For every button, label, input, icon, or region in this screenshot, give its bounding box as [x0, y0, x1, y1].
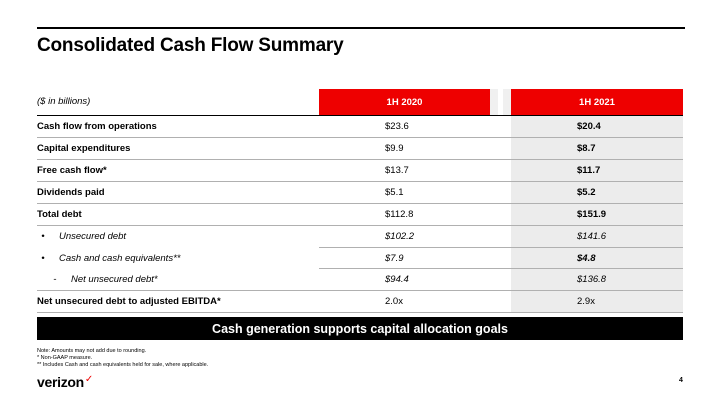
row-label: Capital expenditures	[37, 142, 131, 154]
footnote: ** Includes Cash and cash equivalents he…	[37, 362, 209, 369]
row-label: Cash flow from operations	[37, 120, 157, 132]
value-1h-2020: 2.0x	[385, 295, 403, 307]
value-1h-2021: $20.4	[577, 120, 601, 132]
value-1h-2020: $9.9	[385, 142, 404, 154]
value-1h-2020: $7.9	[385, 252, 404, 264]
row-divider	[37, 137, 683, 138]
row-divider	[37, 290, 683, 291]
bullet-icon: •	[41, 230, 45, 242]
table-row: Net unsecured debt to adjusted EBITDA* 2…	[37, 290, 683, 312]
row-divider	[37, 159, 683, 160]
value-1h-2020: $23.6	[385, 120, 409, 132]
footnote: * Non-GAAP measure.	[37, 355, 93, 362]
row-label: Free cash flow*	[37, 164, 107, 176]
value-1h-2021: $8.7	[577, 142, 596, 154]
footnotes: Note: Amounts may not add due to roundin…	[37, 348, 208, 370]
row-label: Total debt	[37, 208, 82, 220]
table-row: Total debt $112.8 $151.9	[37, 203, 683, 225]
table-row: • Cash and cash equivalents** $7.9 $4.8	[37, 247, 683, 269]
title-rule	[37, 27, 685, 29]
value-1h-2021: 2.9x	[577, 295, 595, 307]
table-row: Free cash flow* $13.7 $11.7	[37, 159, 683, 181]
value-1h-2020: $94.4	[385, 273, 409, 285]
row-label: Unsecured debt	[59, 230, 127, 242]
table-row: Dividends paid $5.1 $5.2	[37, 181, 683, 203]
header-gap	[490, 89, 511, 115]
row-divider	[319, 268, 683, 269]
row-label: Net unsecured debt*	[71, 273, 158, 285]
row-label: Dividends paid	[37, 186, 105, 198]
row-divider	[37, 115, 683, 116]
value-1h-2021: $11.7	[577, 164, 601, 176]
table-row: Capital expenditures $9.9 $8.7	[37, 137, 683, 159]
value-1h-2020: $5.1	[385, 186, 404, 198]
value-1h-2020: $102.2	[385, 230, 415, 242]
row-divider	[37, 225, 683, 226]
row-divider	[319, 247, 683, 248]
footnote: Note: Amounts may not add due to roundin…	[37, 348, 147, 354]
table-row: Cash flow from operations $23.6 $20.4	[37, 115, 683, 137]
value-1h-2021: $136.8	[577, 273, 607, 285]
value-1h-2021: $5.2	[577, 186, 596, 198]
row-divider	[37, 181, 683, 182]
value-1h-2021: $141.6	[577, 230, 607, 242]
column-header-1h-2020: 1H 2020	[319, 89, 490, 115]
units-label: ($ in billions)	[37, 96, 91, 107]
table-row: • Unsecured debt $102.2 $141.6	[37, 225, 683, 247]
summary-banner: Cash generation supports capital allocat…	[37, 317, 683, 340]
value-1h-2020: $13.7	[385, 164, 409, 176]
value-1h-2021: $4.8	[577, 252, 596, 264]
table-row: - Net unsecured debt* $94.4 $136.8	[37, 268, 683, 290]
row-label: Cash and cash equivalents**	[59, 252, 181, 264]
bullet-icon: •	[41, 252, 45, 264]
page-number: 4	[679, 377, 683, 384]
row-divider	[37, 312, 683, 313]
slide-title: Consolidated Cash Flow Summary	[37, 35, 344, 56]
value-1h-2020: $112.8	[385, 208, 414, 220]
checkmark-icon: ✓	[84, 374, 94, 385]
row-divider	[37, 203, 683, 204]
verizon-logo: verizon✓	[37, 374, 94, 390]
dash-icon: -	[53, 273, 57, 285]
column-header-1h-2021: 1H 2021	[511, 89, 683, 115]
highlight-column-1h-2021	[511, 115, 683, 312]
row-label: Net unsecured debt to adjusted EBITDA*	[37, 295, 221, 307]
value-1h-2021: $151.9	[577, 208, 607, 220]
